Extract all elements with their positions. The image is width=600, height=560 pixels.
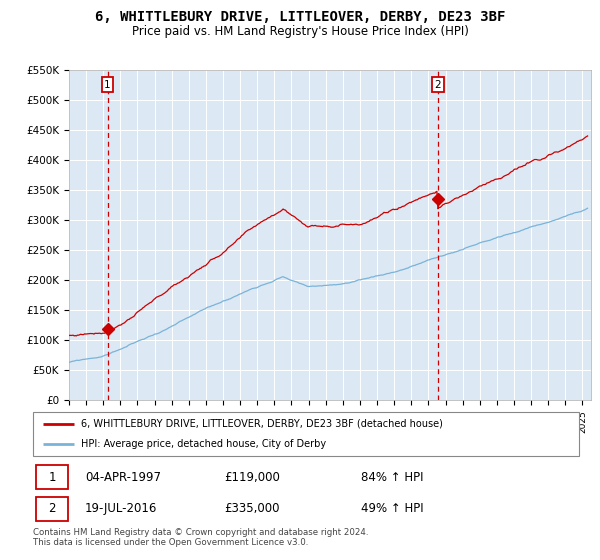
Text: HPI: Average price, detached house, City of Derby: HPI: Average price, detached house, City… bbox=[81, 439, 326, 449]
Text: 2: 2 bbox=[434, 80, 441, 90]
Text: 49% ↑ HPI: 49% ↑ HPI bbox=[361, 502, 423, 515]
Text: 84% ↑ HPI: 84% ↑ HPI bbox=[361, 470, 423, 484]
Text: £335,000: £335,000 bbox=[224, 502, 280, 515]
Text: 6, WHITTLEBURY DRIVE, LITTLEOVER, DERBY, DE23 3BF: 6, WHITTLEBURY DRIVE, LITTLEOVER, DERBY,… bbox=[95, 10, 505, 24]
FancyBboxPatch shape bbox=[33, 412, 579, 456]
Text: 2: 2 bbox=[49, 502, 56, 515]
FancyBboxPatch shape bbox=[36, 497, 68, 521]
Text: 19-JUL-2016: 19-JUL-2016 bbox=[85, 502, 157, 515]
Text: This data is licensed under the Open Government Licence v3.0.: This data is licensed under the Open Gov… bbox=[33, 538, 308, 547]
FancyBboxPatch shape bbox=[36, 465, 68, 489]
Text: 04-APR-1997: 04-APR-1997 bbox=[85, 470, 161, 484]
Text: 6, WHITTLEBURY DRIVE, LITTLEOVER, DERBY, DE23 3BF (detached house): 6, WHITTLEBURY DRIVE, LITTLEOVER, DERBY,… bbox=[81, 419, 443, 429]
Text: Price paid vs. HM Land Registry's House Price Index (HPI): Price paid vs. HM Land Registry's House … bbox=[131, 25, 469, 38]
Text: 1: 1 bbox=[49, 470, 56, 484]
Text: Contains HM Land Registry data © Crown copyright and database right 2024.: Contains HM Land Registry data © Crown c… bbox=[33, 528, 368, 536]
Text: £119,000: £119,000 bbox=[224, 470, 280, 484]
Text: 1: 1 bbox=[104, 80, 111, 90]
